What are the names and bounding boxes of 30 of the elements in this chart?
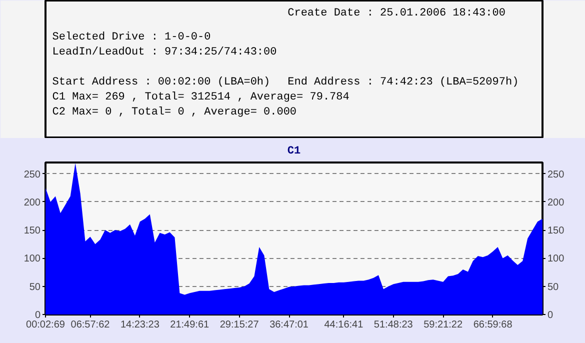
y2-tick-label: 200 bbox=[548, 197, 565, 208]
x-tick-label: 29:15:27 bbox=[220, 320, 260, 330]
text: End Address : 74:42:23 (LBA=52097h) bbox=[288, 76, 519, 88]
x-tick-label: 66:59:68 bbox=[473, 320, 513, 330]
y2-tick-label: 100 bbox=[548, 254, 565, 265]
y2-tick-label: 150 bbox=[548, 226, 565, 237]
x-tick-label: 59:21:22 bbox=[424, 320, 463, 330]
x-tick-label: 00:02:69 bbox=[26, 320, 66, 330]
y-tick-label: 250 bbox=[24, 169, 41, 180]
x-tick-label: 44:16:41 bbox=[324, 320, 364, 330]
x-tick-label: 06:57:62 bbox=[70, 320, 110, 330]
text: Create Date : 25.01.2006 18:43:00 bbox=[288, 8, 506, 20]
y-tick-label: 200 bbox=[24, 197, 41, 208]
text: Selected Drive : 1-0-0-0 bbox=[52, 32, 211, 44]
y-tick-label: 100 bbox=[24, 254, 41, 265]
chart-title: C1 bbox=[287, 146, 301, 158]
x-tick-label: 21:49:61 bbox=[170, 320, 210, 330]
y2-tick-label: 50 bbox=[548, 282, 560, 293]
text: C2 Max= 0 , Total= 0 , Average= 0.000 bbox=[52, 106, 297, 118]
y2-tick-label: 0 bbox=[548, 310, 554, 321]
text: C1 Max= 269 , Total= 312514 , Average= 79.784 bbox=[52, 92, 350, 104]
text: LeadIn/LeadOut : 97:34:25/74:43:00 bbox=[52, 46, 277, 58]
y-tick-label: 50 bbox=[29, 282, 41, 293]
text: Start Address : 00:02:00 (LBA=0h) bbox=[52, 76, 270, 88]
y-tick-label: 150 bbox=[24, 226, 41, 237]
y-tick-label: 0 bbox=[34, 310, 41, 321]
y2-tick-label: 250 bbox=[548, 169, 565, 180]
x-tick-label: 51:48:23 bbox=[374, 320, 414, 330]
x-tick-label: 36:47:01 bbox=[270, 320, 309, 330]
x-tick-label: 14:23:23 bbox=[120, 320, 160, 330]
